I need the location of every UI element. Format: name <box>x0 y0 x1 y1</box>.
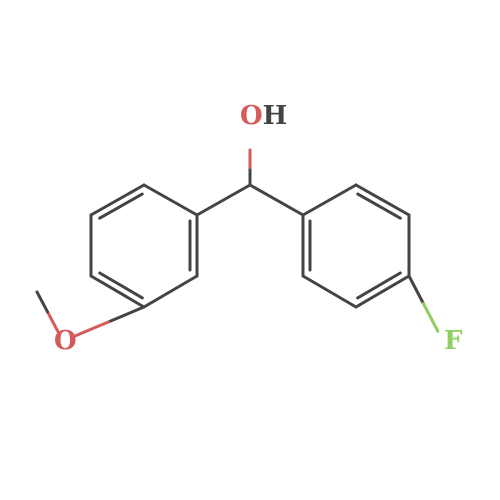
molecule-diagram: OH O F <box>0 0 500 500</box>
label-F: F <box>444 326 463 356</box>
label-OH-O: O <box>240 101 263 131</box>
label-OH: OH <box>240 101 287 131</box>
bond-layer <box>37 150 438 337</box>
label-OH-H: H <box>263 101 288 131</box>
label-O: O <box>54 326 77 356</box>
